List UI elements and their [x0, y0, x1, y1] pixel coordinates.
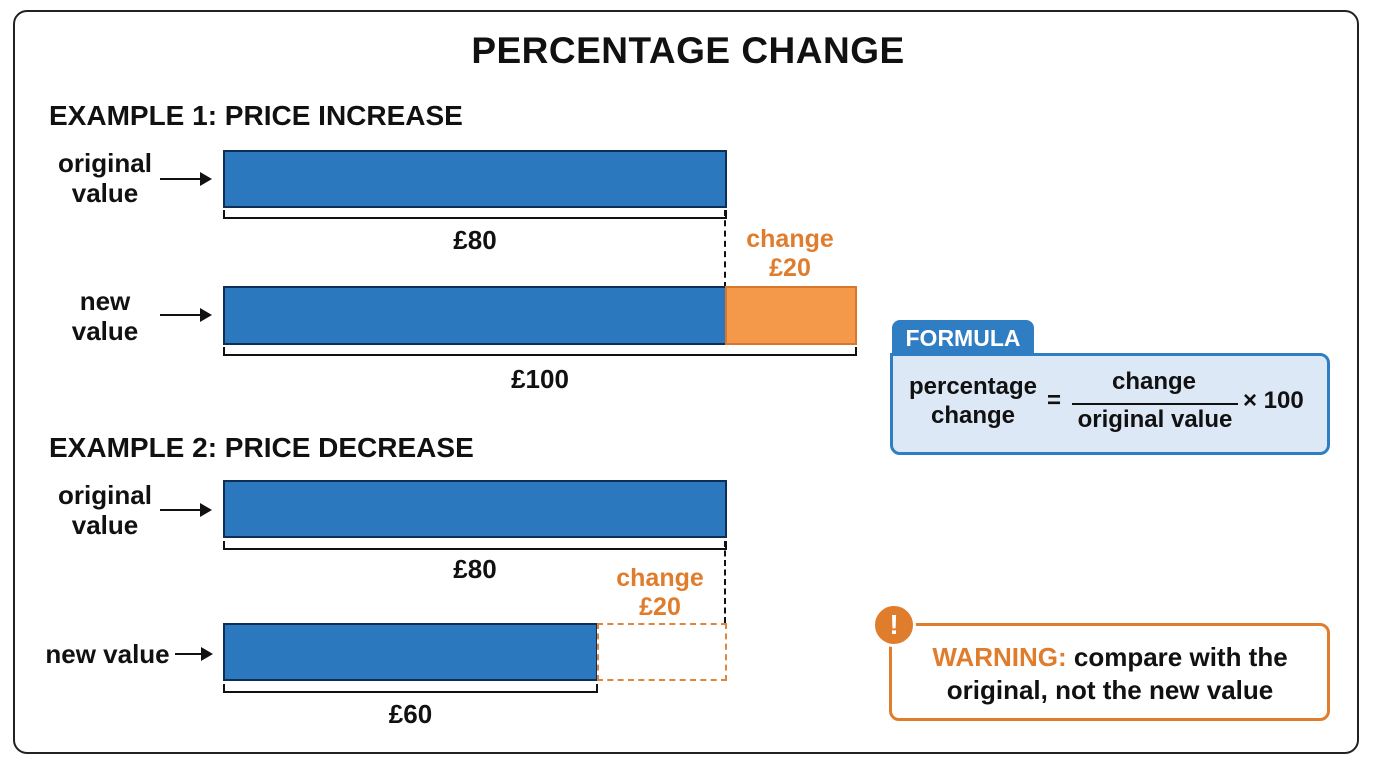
example2-heading: EXAMPLE 2: PRICE DECREASE [49, 432, 474, 463]
example1-heading: EXAMPLE 1: PRICE INCREASE [49, 100, 463, 131]
diagram-frame [13, 10, 1359, 754]
example2-new-bar [223, 623, 598, 681]
example2-original-amount: £80 [453, 554, 497, 584]
example2-original-bar [223, 480, 727, 538]
warning-box [889, 623, 1330, 721]
example2-guide-line [724, 541, 726, 623]
example2-new-bracket [223, 684, 598, 693]
example1-new-bracket [223, 347, 857, 356]
example2-new-label: new value [45, 639, 170, 669]
example2-new-amount: £60 [388, 699, 433, 729]
formula-numerator: change [1111, 368, 1197, 395]
formula-equals: = [1047, 387, 1062, 414]
example1-guide-line [724, 210, 726, 288]
warning-icon: ! [872, 603, 916, 647]
example1-change-segment [725, 286, 857, 345]
page-title: PERCENTAGE CHANGE [471, 30, 905, 71]
example1-new-bar [223, 286, 727, 345]
formula-fraction-line [1072, 403, 1238, 405]
warning-line1: compare with the [1066, 642, 1288, 672]
example2-change-label: change £20 [616, 564, 704, 621]
example2-original-arrow-icon [160, 503, 212, 517]
example2-original-label: original value [58, 480, 152, 540]
formula-denominator: original value [1077, 406, 1233, 433]
formula-multiplier: × 100 [1243, 387, 1304, 414]
example1-original-bar [223, 150, 727, 208]
example1-new-arrow-icon [160, 308, 212, 322]
example1-original-label: original value [58, 148, 152, 208]
warning-text: WARNING: compare with the original, not … [892, 641, 1328, 707]
warning-label: WARNING: [932, 642, 1067, 672]
example1-original-arrow-icon [160, 172, 212, 186]
formula-tab: FORMULA [892, 320, 1034, 356]
example2-change-segment [597, 623, 727, 681]
example1-new-label: new value [71, 286, 139, 346]
example1-original-amount: £80 [453, 225, 497, 255]
example1-original-bracket [223, 210, 727, 219]
warning-line2: original, not the new value [946, 675, 1274, 705]
formula-left-side: percentage change [908, 373, 1038, 429]
example1-change-label: change £20 [746, 225, 834, 282]
example1-new-amount: £100 [511, 364, 569, 394]
example2-new-arrow-icon [175, 647, 213, 661]
example2-original-bracket [223, 541, 727, 550]
